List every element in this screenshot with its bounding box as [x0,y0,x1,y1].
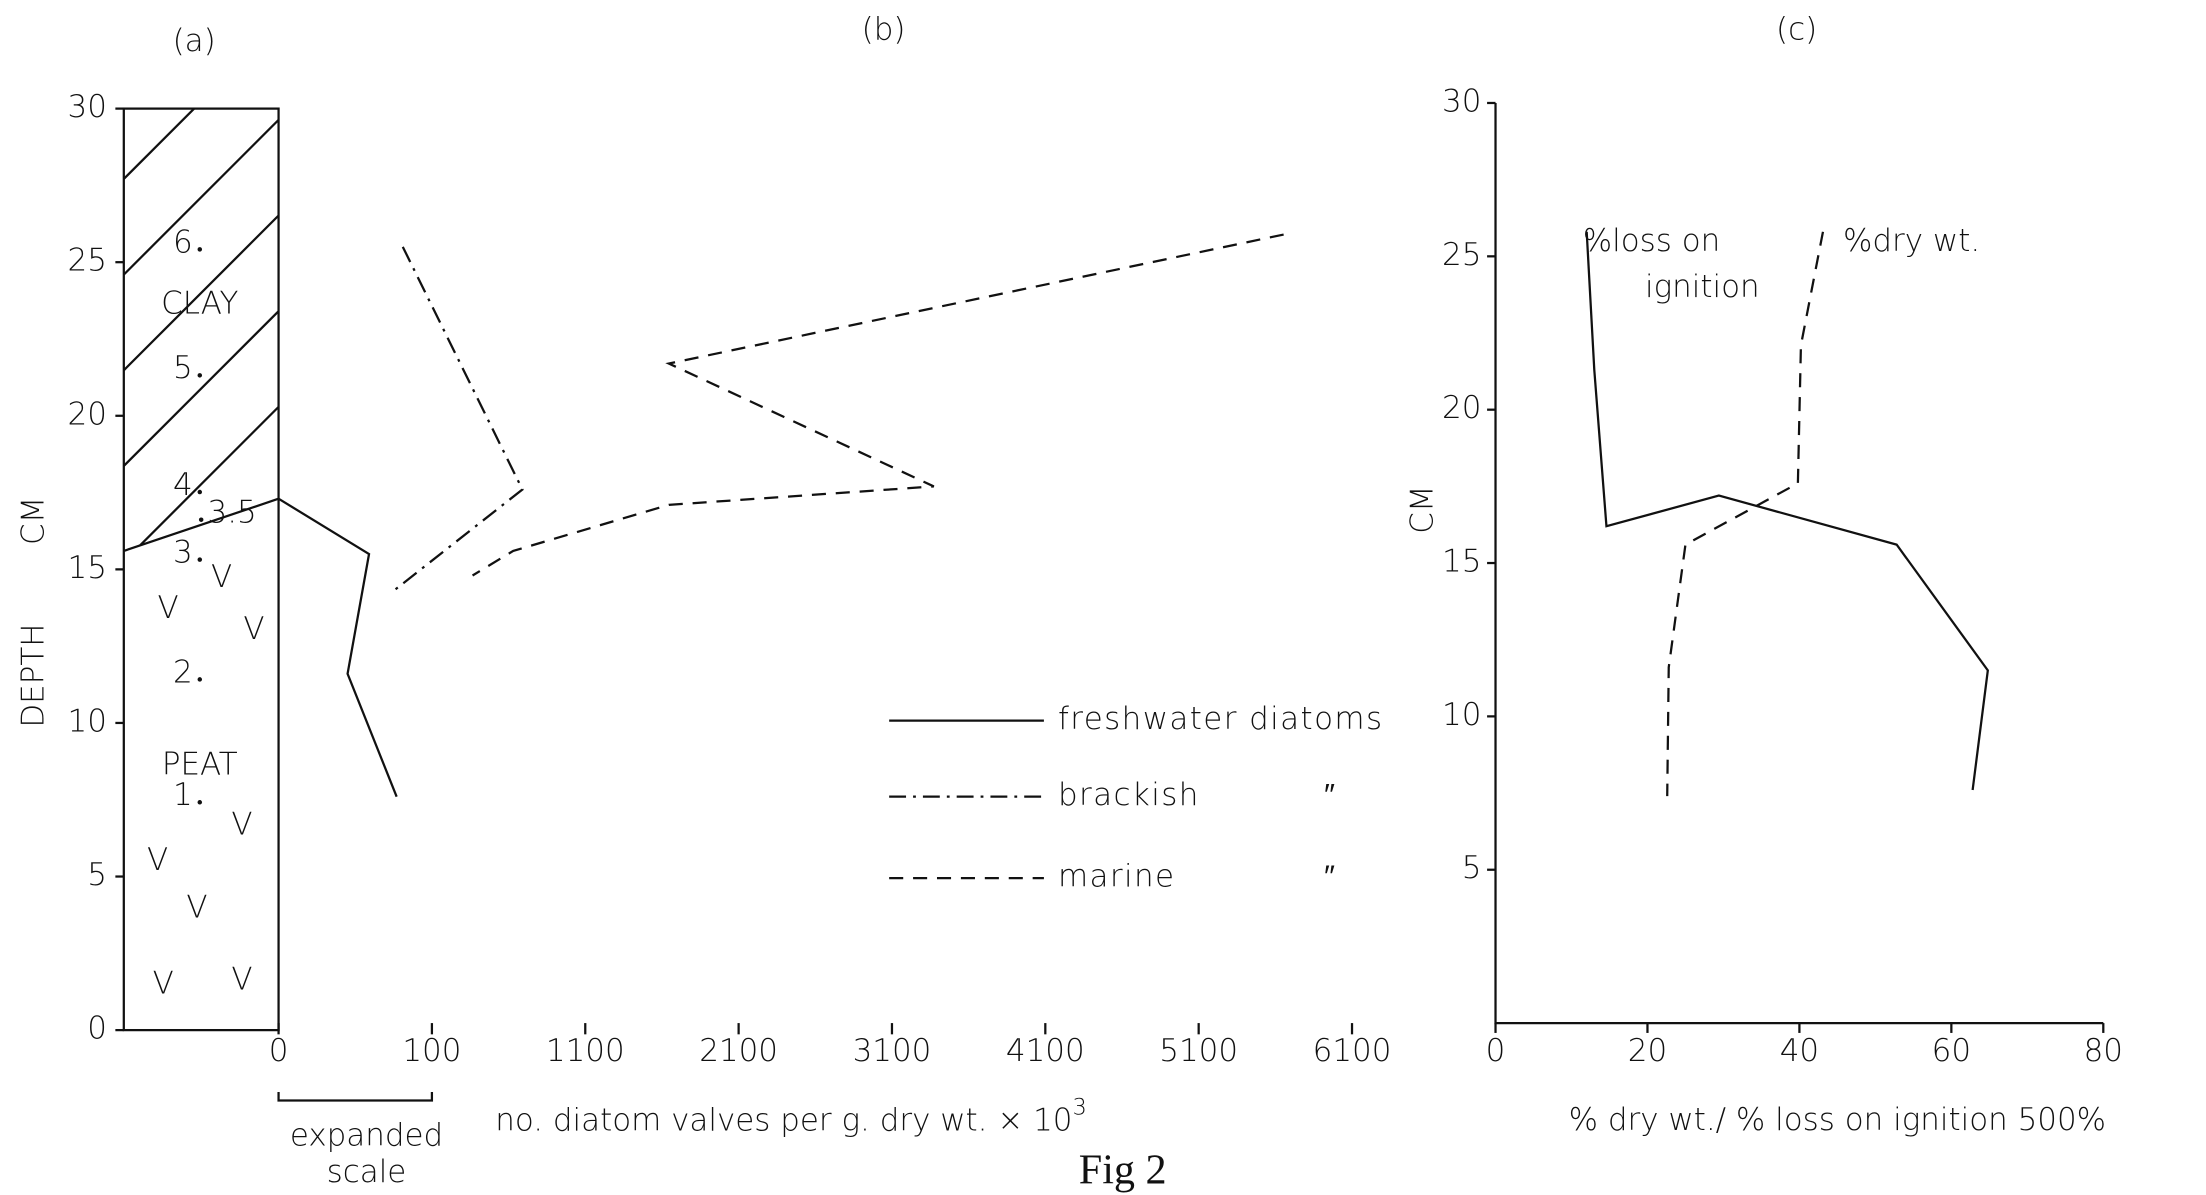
y-tick-label: 10 [68,703,107,739]
legend-label: marine [1058,859,1176,895]
expanded-scale-label: scale [327,1154,407,1190]
legend-label: freshwater diatoms [1058,701,1383,737]
x-axis-label: no. diatom valves per g. dry wt. × 103 [495,1094,1087,1138]
x-tick-label: 5100 [1159,1033,1238,1069]
x-tick-label: 20 [1628,1033,1667,1069]
y-axis-unit: CM [16,497,52,545]
sample-label: 5 [173,350,193,386]
x-tick-label: 0 [269,1033,289,1069]
series-label: %dry wt. [1843,223,1980,259]
y-tick-label: 20 [1442,390,1481,426]
peat-symbol: V [211,559,232,595]
y-tick-label: 5 [1462,850,1482,886]
series-line [1585,231,1989,791]
legend-label: brackish [1058,777,1200,813]
sample-label: 1 [173,777,193,813]
x-axis-label-superscript: 3 [1072,1094,1086,1120]
legend-ditto: ″ [1324,859,1335,895]
series-line [1666,231,1825,797]
x-tick-label: 60 [1932,1033,1971,1069]
peat-symbol: V [158,590,179,626]
hatch-line [123,406,279,551]
sample-marker [198,517,204,522]
panel-label: (c) [1776,12,1817,48]
y-tick-label: 5 [87,857,107,893]
sample-marker [197,557,203,562]
series-line [471,233,1284,577]
y-tick-label: 10 [1442,697,1481,733]
sample-marker [197,677,203,682]
peat-symbol: V [243,611,264,647]
y-tick-label: 25 [1442,237,1481,273]
x-tick-label: 1100 [546,1033,625,1069]
expanded-scale-bracket [277,1092,434,1102]
hatch-line [123,310,279,467]
sample-label: 3 [173,535,193,571]
sample-marker [197,800,203,805]
sample-label: 6 [173,224,193,260]
x-tick-label: 3100 [853,1033,932,1069]
sample-label: 3.5 [208,495,257,531]
series-line [392,246,524,592]
y-tick-label: 30 [1442,83,1481,119]
x-axis-label: % dry wt./ % loss on ignition 500% [1569,1102,2106,1138]
x-tick-label: 100 [402,1033,461,1069]
clay-hatching [123,108,279,1195]
y-tick-label: 25 [68,243,107,279]
x-tick-label: 4100 [1006,1033,1085,1069]
x-tick-label: 2100 [699,1033,778,1069]
hatch-line [123,214,279,372]
peat-symbol: V [186,890,207,926]
peat-symbol: V [231,961,252,997]
hatch-line [123,119,279,276]
y-tick-label: 0 [87,1011,107,1047]
peat-symbol: V [153,966,174,1002]
y-tick-label: 15 [1442,544,1481,580]
sample-marker [197,373,203,378]
peat-symbol: V [231,807,252,843]
x-tick-label: 0 [1486,1033,1506,1069]
unit-boundary [123,497,279,552]
legend-ditto: ″ [1324,777,1335,813]
hatch-line [124,981,279,1136]
unit-label: CLAY [161,286,238,322]
x-tick-label: 80 [2084,1033,2123,1069]
unit-label: PEAT [162,746,238,782]
x-axis-label-text: no. diatom valves per g. dry wt. × 10 [495,1102,1072,1138]
series-label: ignition [1645,269,1760,305]
x-tick-label: 40 [1780,1033,1819,1069]
series-label: %loss on [1583,223,1721,259]
hatch-line [124,1077,279,1195]
panel-label: (a) [173,23,216,59]
sample-marker [197,489,203,495]
panel-label: (b) [862,12,906,48]
expanded-scale-label: expanded [290,1118,443,1154]
y-tick-label: 15 [68,550,107,586]
peat-symbols: V V V V V V V V [147,559,265,1002]
sample-label: 2 [173,654,193,690]
x-tick-label: 6100 [1313,1033,1392,1069]
hatch-line [123,108,279,180]
sediment-column [122,107,280,1032]
y-tick-label: 30 [68,89,107,125]
y-axis-unit: CM [1404,485,1440,533]
series-line [277,497,398,798]
y-tick-label: 20 [68,396,107,432]
peat-symbol: V [147,842,168,878]
y-axis-label: DEPTH [16,623,52,727]
sample-marker [197,247,203,252]
figure-caption: Fig 2 [1079,1146,1167,1193]
sample-label: 4 [173,467,193,503]
